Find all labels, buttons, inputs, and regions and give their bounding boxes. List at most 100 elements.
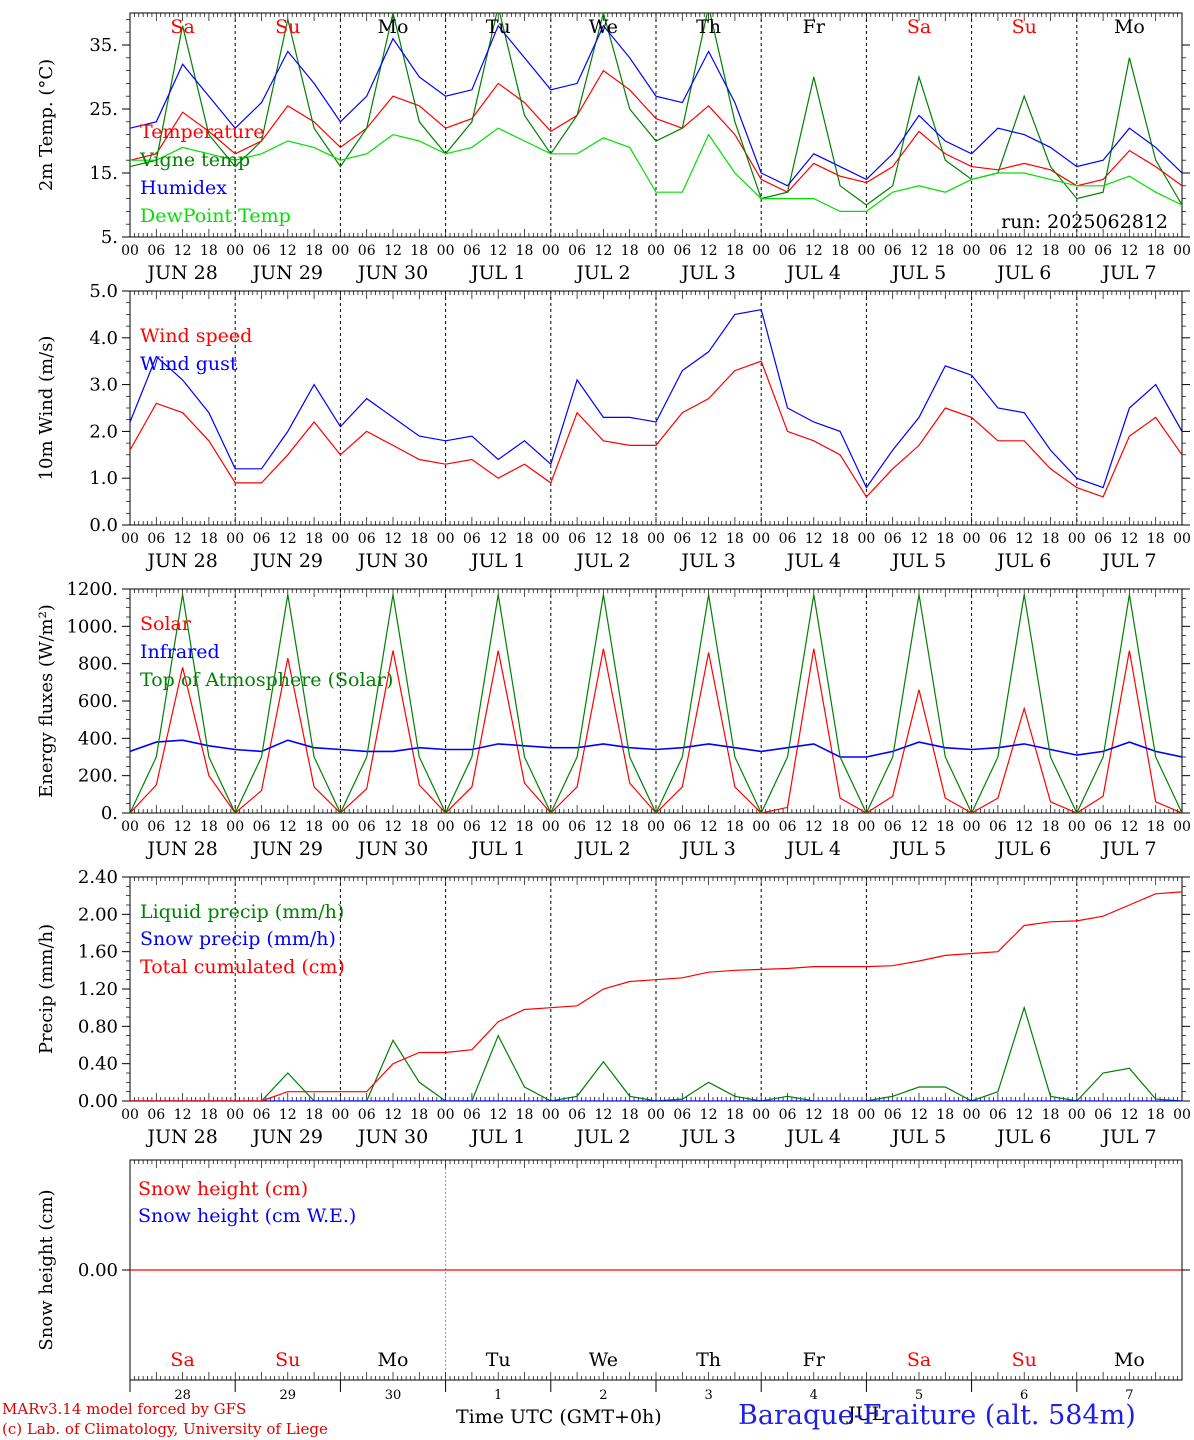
weekday-label: Su: [275, 1349, 300, 1371]
weekday-label: Th: [696, 1349, 721, 1371]
hour-label: 18: [1042, 531, 1060, 547]
date-label: JUN 29: [251, 262, 323, 284]
hour-label: 00: [963, 819, 981, 835]
hour-label: 18: [936, 531, 954, 547]
hour-label: 06: [147, 819, 165, 835]
hour-label: 12: [279, 243, 297, 259]
hour-label: 00: [1068, 243, 1086, 259]
weekday-label: Fr: [803, 1349, 826, 1371]
hour-label: 06: [884, 1107, 902, 1123]
hour-label: 18: [200, 819, 218, 835]
hour-label: 18: [305, 819, 323, 835]
series-line: [130, 891, 1182, 1101]
hour-label: 18: [621, 531, 639, 547]
hour-label: 00: [542, 243, 560, 259]
day-number: 2: [599, 1388, 607, 1403]
date-label: JUN 29: [251, 838, 323, 860]
date-label: JUL 1: [469, 838, 525, 860]
weekday-label: Mo: [378, 1349, 409, 1371]
hour-label: 18: [1147, 243, 1165, 259]
hour-label: 18: [726, 1107, 744, 1123]
y-axis-label: 10m Wind (m/s): [36, 336, 57, 481]
day-number: 28: [174, 1388, 191, 1403]
y-tick-label: 3.0: [89, 375, 118, 396]
hour-label: 06: [1094, 1107, 1112, 1123]
hour-label: 12: [384, 1107, 402, 1123]
hour-label: 18: [1147, 819, 1165, 835]
plot-frame: [129, 12, 1183, 238]
panel-3: 0. 200. 400. 600. 800. 1000. 1200. Energy fluxe…: [36, 579, 1191, 860]
y-tick-label: 2.0: [89, 421, 118, 442]
y-tick-label: 600.: [78, 691, 118, 712]
weekday-label: Su: [1012, 16, 1037, 38]
hour-label: 18: [621, 1107, 639, 1123]
day-number: 6: [1020, 1388, 1028, 1403]
legend-entry: Top of Atmosphere (Solar): [140, 669, 393, 691]
y-tick-label: 15.: [89, 163, 118, 184]
date-label: JUN 30: [356, 262, 428, 284]
hour-label: 12: [489, 1107, 507, 1123]
hour-label: 00: [121, 819, 139, 835]
hour-label: 06: [989, 243, 1007, 259]
hour-label: 06: [779, 1107, 797, 1123]
hour-label: 06: [253, 531, 271, 547]
hour-label: 12: [384, 243, 402, 259]
hour-label: 18: [410, 243, 428, 259]
hour-label: 18: [831, 531, 849, 547]
hour-label: 18: [410, 531, 428, 547]
hour-label: 00: [1068, 531, 1086, 547]
hour-label: 18: [1147, 1107, 1165, 1123]
date-label: JUL 2: [574, 1126, 630, 1148]
date-label: JUL 3: [679, 550, 735, 572]
y-tick-label: 0.00: [78, 1091, 118, 1112]
hour-label: 18: [726, 531, 744, 547]
weekday-label: Sa: [907, 1349, 931, 1371]
hour-label: 12: [489, 819, 507, 835]
panel-5: 0.00 Snow height (cm) Snow height (cm) Snow…: [36, 1159, 1190, 1425]
date-label: JUL 1: [469, 550, 525, 572]
hour-label: 06: [568, 243, 586, 259]
weekday-label: Mo: [378, 16, 409, 38]
hour-label: 06: [253, 1107, 271, 1123]
weekday-label: Fr: [803, 16, 826, 38]
hour-label: 12: [174, 819, 192, 835]
hour-label: 06: [147, 531, 165, 547]
hour-label: 06: [1094, 243, 1112, 259]
hour-label: 18: [621, 243, 639, 259]
legend-entry: Solar: [140, 613, 192, 635]
hour-label: 12: [805, 531, 823, 547]
legend-entry: DewPoint Temp: [140, 205, 291, 227]
hour-label: 12: [1015, 531, 1033, 547]
hour-label: 12: [910, 1107, 928, 1123]
weekday-label: Sa: [907, 16, 931, 38]
hour-label: 00: [226, 531, 244, 547]
panel-1: 5. 15. 25. 35. 2m Temp. (°C) 00 06 12 18 JUN 28 00…: [36, 12, 1191, 284]
hour-label: 00: [647, 1107, 665, 1123]
date-label: JUL 1: [469, 262, 525, 284]
hour-label: 06: [568, 531, 586, 547]
y-tick-label: 5.0: [89, 281, 118, 302]
hour-label: 00: [857, 1107, 875, 1123]
hour-label: 12: [1015, 243, 1033, 259]
hour-label: 06: [779, 531, 797, 547]
hour-label: 06: [884, 531, 902, 547]
hour-label: 00: [963, 1107, 981, 1123]
date-label: JUL 6: [995, 1126, 1051, 1148]
hour-label: 12: [174, 531, 192, 547]
weekday-label: Mo: [1114, 1349, 1145, 1371]
date-label: JUL 2: [574, 550, 630, 572]
y-tick-label: 0.: [101, 803, 118, 824]
weekday-label: Sa: [170, 16, 194, 38]
hour-label: 06: [989, 531, 1007, 547]
hour-label: 12: [910, 531, 928, 547]
hour-label: 00: [226, 819, 244, 835]
date-label: JUL 6: [995, 838, 1051, 860]
legend-entry: Humidex: [140, 177, 227, 199]
hour-label: 00: [857, 531, 875, 547]
hour-label: 00: [857, 243, 875, 259]
date-label: JUN 30: [356, 550, 428, 572]
hour-label: 12: [700, 531, 718, 547]
date-label: JUL 3: [679, 262, 735, 284]
hour-label: 12: [594, 1107, 612, 1123]
hour-label: 06: [779, 819, 797, 835]
